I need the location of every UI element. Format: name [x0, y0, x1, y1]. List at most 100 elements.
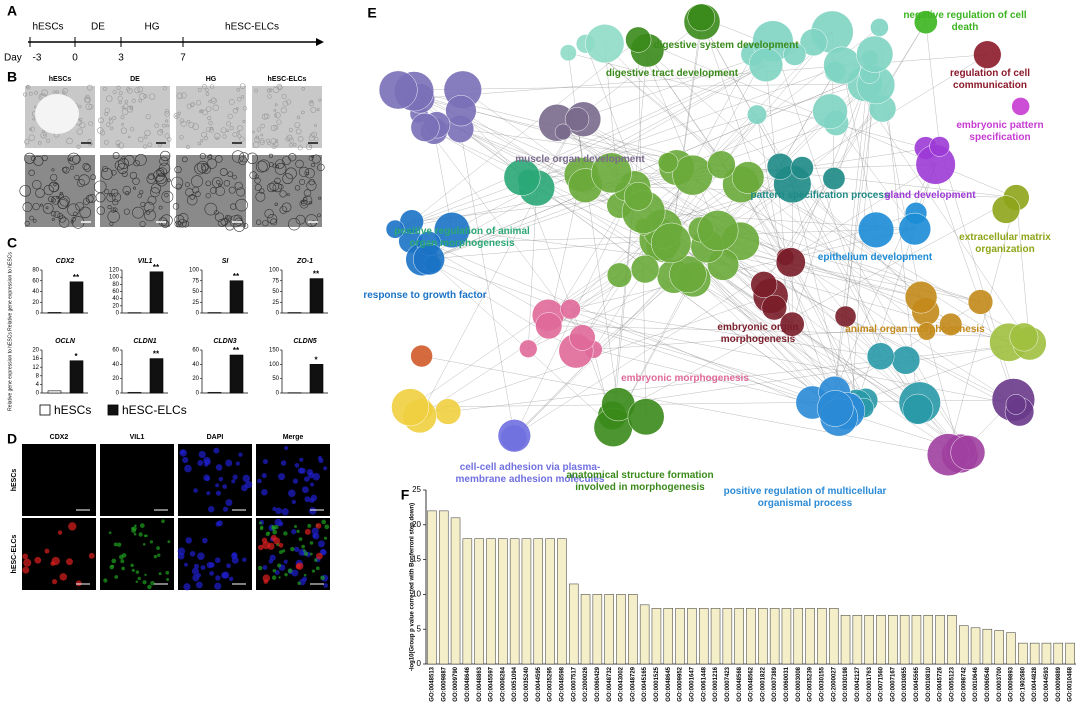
- cell-texture: [296, 115, 301, 120]
- bar: [616, 594, 626, 665]
- x-tick-label: GO:0001763: [867, 666, 873, 701]
- bar: [69, 281, 84, 314]
- y-axis-label: Relative gene expression to hESCs: [7, 332, 13, 411]
- cluster-label: gland development: [884, 190, 976, 201]
- network-edge: [657, 54, 753, 229]
- cell-texture: [121, 171, 128, 177]
- cell-texture: [162, 123, 166, 128]
- cluster-label: positive regulation of multicellular org…: [723, 486, 887, 509]
- day-value: 3: [118, 53, 124, 64]
- cell-texture: [200, 109, 204, 113]
- bar: [557, 538, 567, 665]
- cell-texture: [53, 183, 57, 187]
- cluster-label: epithelium development: [817, 252, 933, 263]
- network-node: [650, 222, 692, 264]
- legend-label: hESCs: [54, 403, 91, 417]
- signal: [183, 562, 188, 567]
- cell-texture: [309, 200, 313, 205]
- network-node: [967, 289, 994, 315]
- bar: [498, 538, 508, 665]
- micrograph: [176, 86, 246, 148]
- cell-texture: [292, 142, 297, 147]
- x-tick-label: GO:0030198: [843, 666, 849, 701]
- cell-texture: [51, 217, 55, 221]
- y-tick-label: 0: [417, 659, 422, 668]
- network-node: [834, 305, 857, 328]
- cell-texture: [295, 159, 304, 169]
- signal: [231, 556, 239, 564]
- cell-texture: [171, 176, 184, 189]
- x-tick-label: GO:0030855: [902, 666, 908, 701]
- cell-texture: [256, 127, 262, 132]
- legend-label: hESC-ELCs: [122, 403, 187, 417]
- y-tick-label: 5: [417, 624, 422, 633]
- cell-texture: [122, 185, 132, 195]
- cell-texture: [239, 136, 245, 142]
- y-tick-label: 60: [112, 289, 119, 295]
- network-node: [991, 195, 1021, 224]
- cell-texture: [210, 187, 217, 194]
- signal: [315, 552, 323, 560]
- cell-texture: [226, 215, 233, 222]
- bar: [427, 510, 437, 665]
- bar: [1029, 642, 1040, 665]
- network-edge: [576, 119, 922, 298]
- cell-texture: [186, 145, 190, 149]
- network-node: [812, 93, 848, 130]
- cell-texture: [26, 84, 31, 90]
- signal: [116, 542, 122, 547]
- bar: [462, 538, 473, 665]
- cell-texture: [112, 115, 117, 120]
- cell-texture: [261, 113, 268, 120]
- network-node: [917, 322, 936, 341]
- cell-texture: [114, 160, 125, 171]
- signal: [296, 529, 300, 534]
- cell-texture: [32, 117, 36, 121]
- cell-texture: [79, 206, 91, 219]
- cell-texture: [226, 129, 230, 133]
- cluster-label: embryonic pattern specification: [956, 120, 1044, 143]
- signal: [183, 583, 191, 591]
- signal: [308, 507, 317, 515]
- network-node: [750, 271, 778, 298]
- cell-texture: [295, 214, 306, 225]
- y-tick-label: 40: [32, 289, 39, 295]
- x-tick-label: GO:0045565: [914, 666, 920, 701]
- cell-texture: [266, 182, 277, 193]
- cell-texture: [249, 171, 258, 180]
- network-edge: [422, 239, 661, 260]
- y-tick-label: 100: [109, 275, 120, 281]
- cell-texture: [79, 122, 86, 129]
- network-node: [410, 112, 440, 142]
- cell-texture: [129, 105, 133, 110]
- fluorescence-image: [100, 444, 174, 516]
- if-header: CDX2: [50, 434, 69, 441]
- gene-title: CLDN3: [213, 338, 236, 345]
- cell-texture: [208, 99, 212, 103]
- cell-texture: [252, 130, 255, 134]
- network-edge: [780, 71, 836, 167]
- network-node: [891, 345, 921, 375]
- network-node: [766, 152, 794, 180]
- y-tick-label: 75: [272, 278, 279, 284]
- cell-texture: [28, 134, 35, 141]
- signal: [204, 459, 211, 466]
- cluster-label: digestive system development: [653, 40, 799, 51]
- if-header: VIL1: [130, 434, 145, 441]
- cell-texture: [161, 219, 170, 228]
- network-node: [433, 212, 470, 249]
- significance: *: [314, 355, 318, 364]
- cell-texture: [274, 177, 281, 185]
- network-edge: [670, 17, 702, 243]
- network-node: [823, 46, 862, 85]
- bar: [474, 538, 484, 665]
- x-tick-label: GO:2000027: [831, 666, 837, 701]
- network-node: [1011, 97, 1030, 116]
- bar: [769, 608, 780, 665]
- cell-texture: [262, 220, 269, 227]
- cell-texture: [208, 154, 213, 159]
- network-node: [519, 339, 538, 358]
- cell-texture: [59, 191, 64, 196]
- cell-texture: [195, 100, 202, 106]
- cell-texture: [164, 133, 170, 139]
